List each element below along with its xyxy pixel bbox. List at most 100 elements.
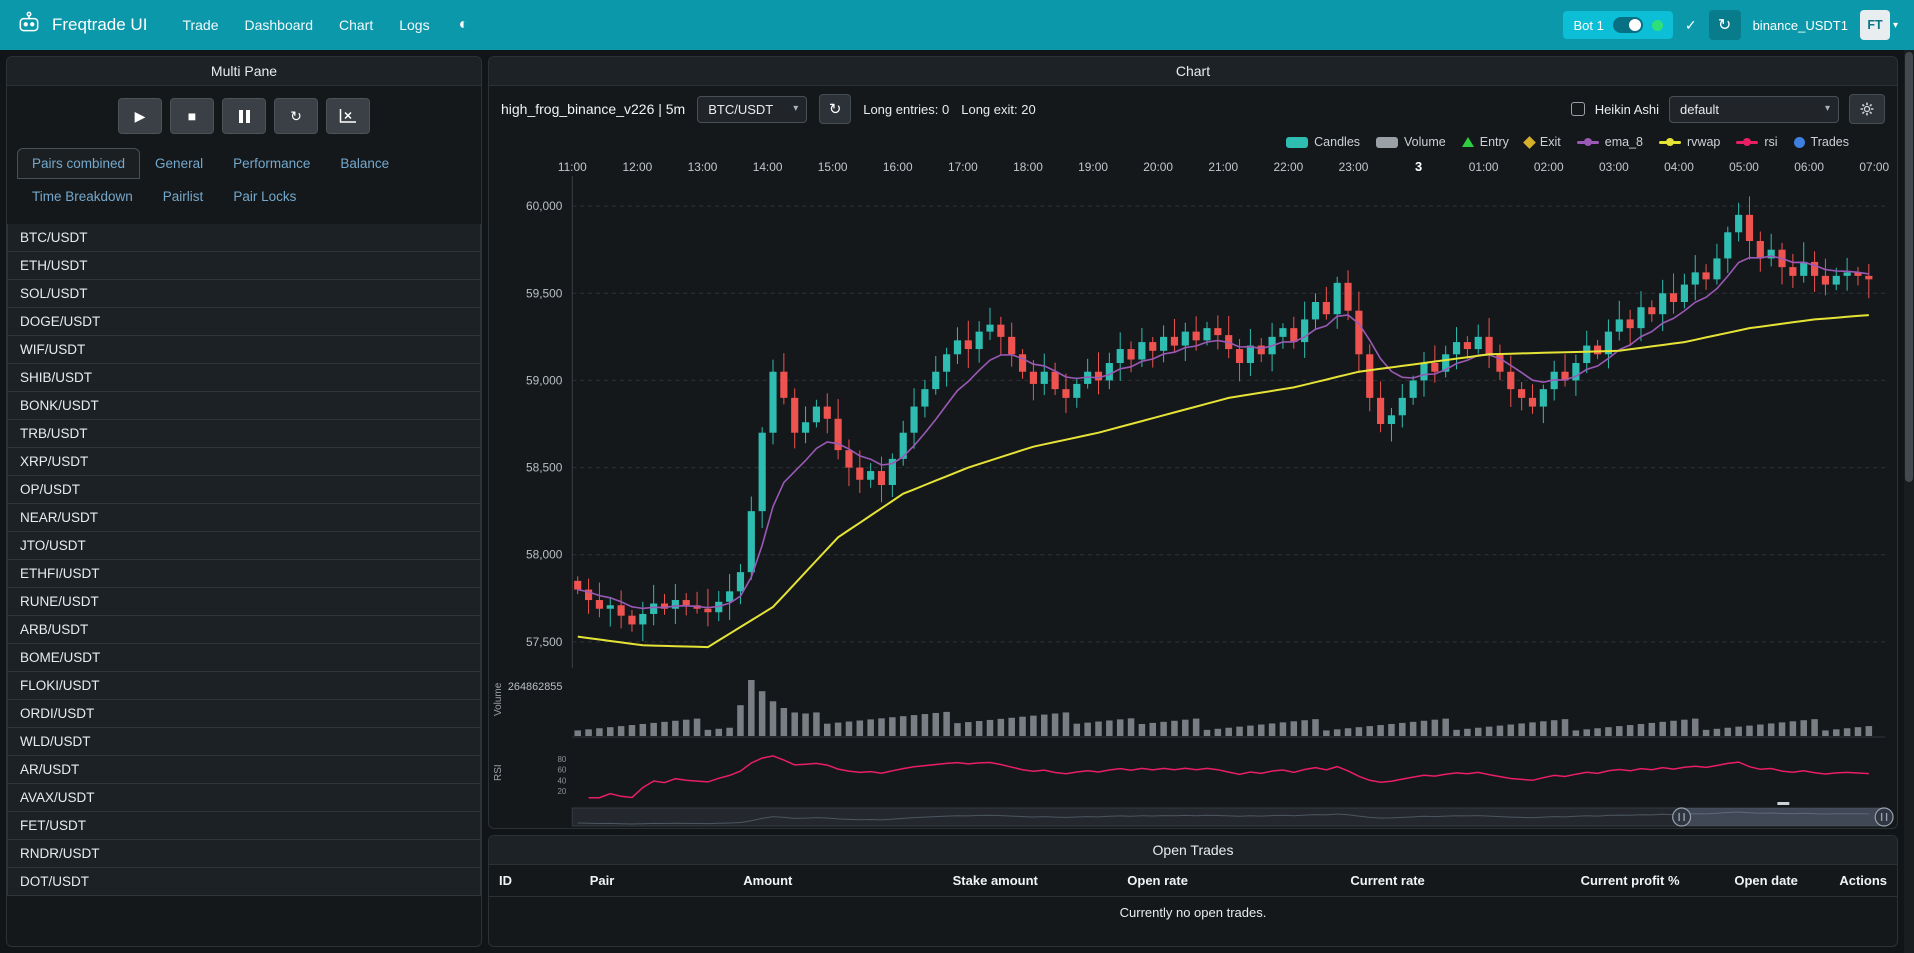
tab[interactable]: Time Breakdown (17, 181, 148, 212)
reload-bot-button[interactable]: ↻ (1709, 10, 1741, 40)
pair-list-item[interactable]: ARB/USDT (7, 615, 481, 644)
svg-text:01:00: 01:00 (1469, 160, 1499, 174)
trades-header-row: IDPairAmountStake amountOpen rateCurrent… (489, 865, 1897, 897)
tab[interactable]: Performance (218, 148, 325, 179)
svg-text:80: 80 (558, 755, 567, 764)
svg-text:58,000: 58,000 (526, 548, 563, 562)
plot-config-value: default (1680, 102, 1719, 117)
svg-text:22:00: 22:00 (1273, 160, 1303, 174)
trades-column-header: Amount (733, 865, 942, 897)
bot-selector[interactable]: Bot 1 (1563, 11, 1672, 39)
legend-ema_8[interactable]: ema_8 (1577, 135, 1643, 149)
chart-toolbar: high_frog_binance_v226 | 5m BTC/USDT ▾ ↻… (489, 86, 1897, 132)
legend-Volume[interactable]: Volume (1376, 135, 1446, 149)
datazoom-right-handle[interactable] (1875, 808, 1893, 826)
pair-list-item[interactable]: ETHFI/USDT (7, 559, 481, 588)
refresh-chart-button[interactable]: ↻ (819, 94, 851, 124)
nav-item[interactable]: Logs (388, 9, 440, 41)
pair-select[interactable]: BTC/USDT ▾ (697, 96, 807, 123)
svg-text:20:00: 20:00 (1143, 160, 1173, 174)
freqtrade-logo-icon (16, 10, 42, 41)
nav-item[interactable]: Dashboard (234, 9, 325, 41)
user-avatar[interactable]: FT (1860, 10, 1890, 40)
multi-pane-title: Multi Pane (7, 57, 481, 86)
legend-rvwap[interactable]: rvwap (1659, 135, 1720, 149)
svg-text:3: 3 (1415, 159, 1422, 174)
pair-list-item[interactable]: JTO/USDT (7, 531, 481, 560)
bot-toggle[interactable] (1613, 17, 1643, 33)
gear-icon (1859, 101, 1875, 117)
svg-text:59,500: 59,500 (526, 286, 563, 300)
pair-list-item[interactable]: SOL/USDT (7, 279, 481, 308)
svg-text:60: 60 (558, 766, 567, 775)
svg-text:17:00: 17:00 (948, 160, 978, 174)
Volume-swatch-icon (1376, 137, 1398, 148)
nav-item[interactable]: Trade (171, 9, 229, 41)
trades-column-header: Open rate (1117, 865, 1340, 897)
pair-list-item[interactable]: AVAX/USDT (7, 783, 481, 812)
svg-text:15:00: 15:00 (818, 160, 848, 174)
nav-item[interactable]: Chart (328, 9, 384, 41)
legend-Candles[interactable]: Candles (1286, 135, 1360, 149)
reload-config-button[interactable]: ↻ (274, 98, 318, 134)
rvwap-swatch-icon (1659, 141, 1681, 144)
pause-button[interactable] (222, 98, 266, 134)
plot-config-select[interactable]: default ▾ (1669, 96, 1839, 123)
pair-list-item[interactable]: XRP/USDT (7, 447, 481, 476)
candlestick-chart[interactable]: 57,50058,00058,50059,00059,50060,00011:0… (489, 156, 1897, 828)
plot-settings-button[interactable] (1849, 94, 1885, 124)
start-button[interactable]: ▶ (118, 98, 162, 134)
pair-list-item[interactable]: WLD/USDT (7, 727, 481, 756)
pair-list-item[interactable]: BONK/USDT (7, 391, 481, 420)
pair-list-item[interactable]: SHIB/USDT (7, 363, 481, 392)
pair-list-item[interactable]: AR/USDT (7, 755, 481, 784)
pair-list-item[interactable]: RNDR/USDT (7, 839, 481, 868)
legend-Entry[interactable]: Entry (1462, 135, 1509, 149)
refresh-icon: ↻ (829, 100, 842, 118)
legend-label: Trades (1811, 135, 1849, 149)
tab[interactable]: Balance (325, 148, 404, 179)
legend-Exit[interactable]: Exit (1525, 135, 1561, 149)
pair-list-item[interactable]: DOGE/USDT (7, 307, 481, 336)
theme-toggle-icon[interactable]: ◐ (451, 16, 477, 34)
bot-name: Bot 1 (1573, 18, 1603, 33)
pair-list-item[interactable]: WIF/USDT (7, 335, 481, 364)
clear-chart-button[interactable] (326, 98, 370, 134)
legend-Trades[interactable]: Trades (1794, 135, 1849, 149)
pair-list: BTC/USDTETH/USDTSOL/USDTDOGE/USDTWIF/USD… (7, 224, 481, 946)
stop-button[interactable]: ■ (170, 98, 214, 134)
svg-text:14:00: 14:00 (753, 160, 783, 174)
chevron-down-icon: ▾ (1825, 103, 1830, 114)
Entry-swatch-icon (1462, 137, 1474, 147)
chevron-down-icon[interactable]: ▾ (1893, 20, 1898, 31)
svg-text:59,000: 59,000 (526, 373, 563, 387)
long-exit-count: Long exit: 20 (961, 102, 1035, 117)
tab[interactable]: General (140, 148, 218, 179)
svg-text:13:00: 13:00 (688, 160, 718, 174)
pair-list-item[interactable]: RUNE/USDT (7, 587, 481, 616)
pair-list-item[interactable]: BOME/USDT (7, 643, 481, 672)
pair-list-item[interactable]: TRB/USDT (7, 419, 481, 448)
legend-label: Exit (1540, 135, 1561, 149)
scrollbar-thumb[interactable] (1905, 52, 1913, 482)
pair-list-item[interactable]: FET/USDT (7, 811, 481, 840)
pair-list-item[interactable]: ORDI/USDT (7, 699, 481, 728)
tab[interactable]: Pairlist (148, 181, 219, 212)
pair-list-item[interactable]: FLOKI/USDT (7, 671, 481, 700)
pair-list-item[interactable]: NEAR/USDT (7, 503, 481, 532)
pair-list-item[interactable]: BTC/USDT (7, 224, 481, 252)
datazoom-left-handle[interactable] (1673, 808, 1691, 826)
svg-text:Volume: Volume (493, 682, 504, 716)
pair-list-item[interactable]: ETH/USDT (7, 251, 481, 280)
check-icon: ✓ (1685, 17, 1697, 34)
pair-list-item[interactable]: OP/USDT (7, 475, 481, 504)
tab[interactable]: Pairs combined (17, 148, 140, 179)
legend-label: Candles (1314, 135, 1360, 149)
pair-list-item[interactable]: DOT/USDT (7, 867, 481, 896)
heikin-ashi-checkbox[interactable] (1571, 102, 1585, 116)
trades-column-header: Current rate (1340, 865, 1570, 897)
tab[interactable]: Pair Locks (218, 181, 311, 212)
page-scrollbar[interactable] (1904, 50, 1914, 953)
trades-column-header: ID (489, 865, 580, 897)
legend-rsi[interactable]: rsi (1736, 135, 1777, 149)
